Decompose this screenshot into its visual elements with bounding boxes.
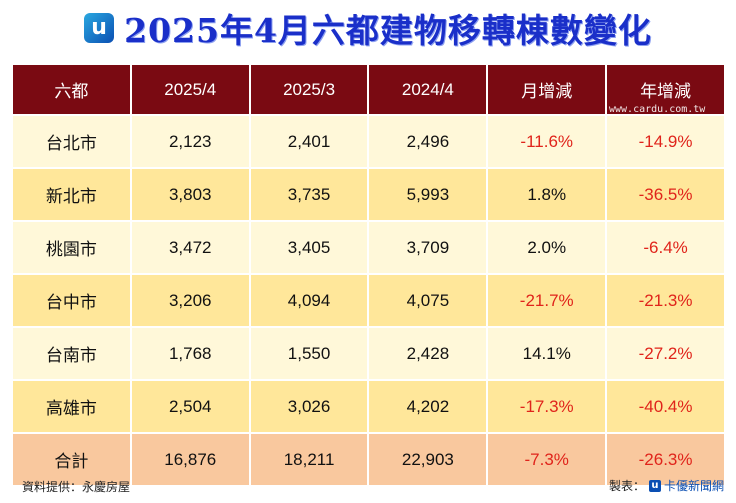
logo-glyph: u bbox=[91, 15, 107, 40]
data-table: 六都 2025/4 2025/3 2024/4 月增減 年增減 台北市 2,123… bbox=[11, 63, 726, 487]
value-2025-4-cell: 3,206 bbox=[129, 273, 251, 328]
value-2024-4-cell: 5,993 bbox=[367, 167, 489, 222]
data-table-wrapper: 六都 2025/4 2025/3 2024/4 月增減 年增減 台北市 2,123… bbox=[11, 63, 726, 487]
value-2025-4-cell: 2,123 bbox=[129, 114, 251, 169]
col-header-yoy: 年增減 bbox=[605, 63, 726, 116]
value-2025-3-cell: 3,026 bbox=[248, 379, 370, 434]
value-2025-4-cell: 16,876 bbox=[129, 432, 251, 487]
producer-note: 製表： u 卡優新聞網 bbox=[609, 477, 724, 494]
total-row: 合計 16,876 18,211 22,903 -7.3% -26.3% bbox=[11, 432, 726, 487]
yoy-change-cell: -27.2% bbox=[605, 326, 726, 381]
header-row: 六都 2025/4 2025/3 2024/4 月增減 年增減 bbox=[11, 63, 726, 116]
table-row: 台中市 3,206 4,094 4,075 -21.7% -21.3% bbox=[11, 273, 726, 328]
producer-brand: 卡優新聞網 bbox=[663, 479, 724, 493]
mom-change-cell: 2.0% bbox=[486, 220, 608, 275]
mom-change-cell: 1.8% bbox=[486, 167, 608, 222]
city-cell: 台北市 bbox=[11, 114, 132, 169]
value-2025-4-cell: 3,472 bbox=[129, 220, 251, 275]
value-2025-3-cell: 3,735 bbox=[248, 167, 370, 222]
value-2024-4-cell: 4,075 bbox=[367, 273, 489, 328]
cardu-mini-logo-icon: u bbox=[648, 479, 661, 492]
table-row: 台北市 2,123 2,401 2,496 -11.6% -14.9% bbox=[11, 114, 726, 169]
source-note: 資料提供：永慶房屋 bbox=[22, 480, 131, 494]
value-2024-4-cell: 2,428 bbox=[367, 326, 489, 381]
value-2025-4-cell: 1,768 bbox=[129, 326, 251, 381]
value-2024-4-cell: 2,496 bbox=[367, 114, 489, 169]
yoy-change-cell: -6.4% bbox=[605, 220, 726, 275]
table-row: 新北市 3,803 3,735 5,993 1.8% -36.5% bbox=[11, 167, 726, 222]
city-cell: 台南市 bbox=[11, 326, 132, 381]
yoy-change-cell: -40.4% bbox=[605, 379, 726, 434]
mom-change-cell: -7.3% bbox=[486, 432, 608, 487]
table-row: 台南市 1,768 1,550 2,428 14.1% -27.2% bbox=[11, 326, 726, 381]
city-cell: 新北市 bbox=[11, 167, 132, 222]
col-header-2024-4: 2024/4 bbox=[367, 63, 489, 116]
title-bar: u 2025年4月六都建物移轉棟數變化 bbox=[0, 0, 736, 56]
value-2025-4-cell: 3,803 bbox=[129, 167, 251, 222]
value-2024-4-cell: 3,709 bbox=[367, 220, 489, 275]
mom-change-cell: -11.6% bbox=[486, 114, 608, 169]
value-2025-3-cell: 3,405 bbox=[248, 220, 370, 275]
city-cell: 桃園市 bbox=[11, 220, 132, 275]
table-body: 台北市 2,123 2,401 2,496 -11.6% -14.9% 新北市 3,803 3,… bbox=[11, 114, 726, 487]
value-2025-3-cell: 18,211 bbox=[248, 432, 370, 487]
chart-title: 2025年4月六都建物移轉棟數變化 bbox=[124, 11, 652, 50]
value-2025-3-cell: 2,401 bbox=[248, 114, 370, 169]
table-row: 桃園市 3,472 3,405 3,709 2.0% -6.4% bbox=[11, 220, 726, 275]
value-2025-4-cell: 2,504 bbox=[129, 379, 251, 434]
city-cell: 合計 bbox=[11, 432, 132, 487]
col-header-mom: 月增減 bbox=[486, 63, 608, 116]
yoy-change-cell: -36.5% bbox=[605, 167, 726, 222]
value-2024-4-cell: 4,202 bbox=[367, 379, 489, 434]
col-header-2025-4: 2025/4 bbox=[129, 63, 251, 116]
city-cell: 台中市 bbox=[11, 273, 132, 328]
value-2024-4-cell: 22,903 bbox=[367, 432, 489, 487]
yoy-change-cell: -26.3% bbox=[605, 432, 726, 487]
yoy-change-cell: -14.9% bbox=[605, 114, 726, 169]
producer-label: 製表： bbox=[608, 479, 645, 493]
mini-logo-glyph: u bbox=[651, 479, 659, 491]
col-header-city: 六都 bbox=[11, 63, 132, 116]
value-2025-3-cell: 4,094 bbox=[248, 273, 370, 328]
yoy-change-cell: -21.3% bbox=[605, 273, 726, 328]
city-cell: 高雄市 bbox=[11, 379, 132, 434]
value-2025-3-cell: 1,550 bbox=[248, 326, 370, 381]
mom-change-cell: -21.7% bbox=[486, 273, 608, 328]
watermark-url: www.cardu.com.tw bbox=[609, 104, 706, 115]
table-row: 高雄市 2,504 3,026 4,202 -17.3% -40.4% bbox=[11, 379, 726, 434]
mom-change-cell: 14.1% bbox=[486, 326, 608, 381]
col-header-2025-3: 2025/3 bbox=[248, 63, 370, 116]
cardu-logo-icon: u bbox=[84, 13, 115, 43]
mom-change-cell: -17.3% bbox=[486, 379, 608, 434]
